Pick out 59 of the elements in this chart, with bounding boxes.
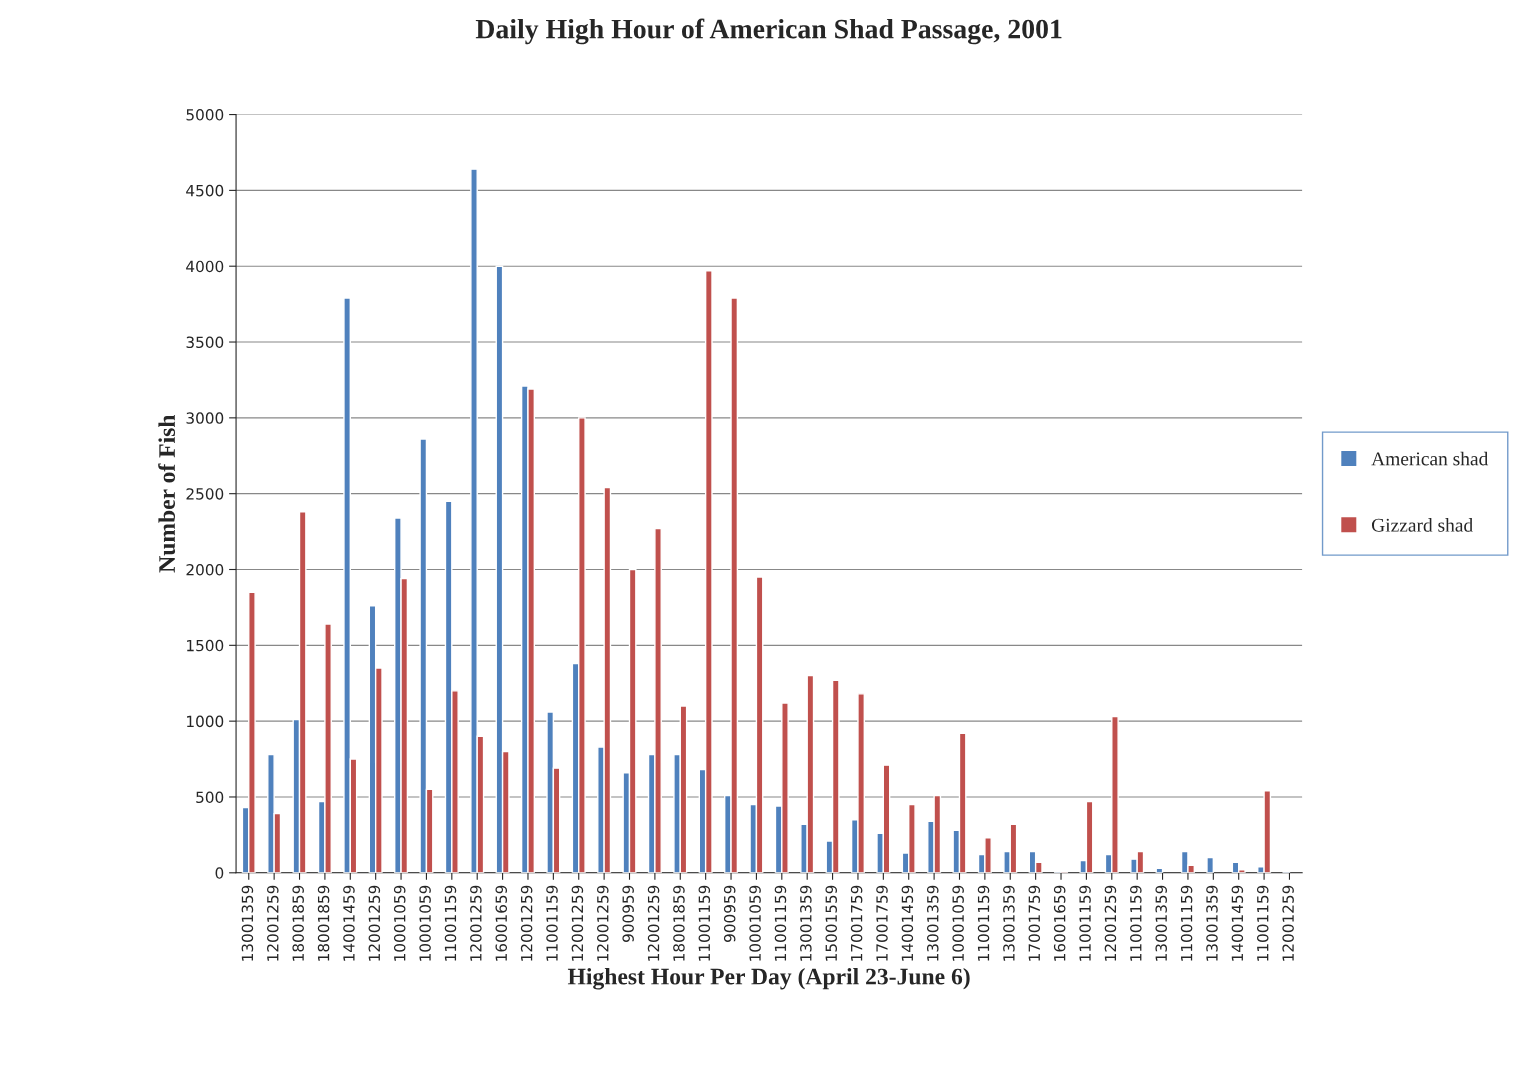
bar bbox=[1206, 856, 1215, 873]
x-axis-title: Highest Hour Per Day (April 23-June 6) bbox=[567, 967, 970, 990]
y-tick-label: 2000 bbox=[186, 563, 224, 576]
y-tick-label: 500 bbox=[196, 791, 224, 803]
x-tick-label: 12001259 bbox=[597, 885, 609, 961]
x-tick-label: 13001359 bbox=[1003, 885, 1015, 961]
x-tick-label: 10001059 bbox=[952, 885, 964, 961]
x-tick-label: 11001159 bbox=[698, 885, 711, 961]
x-tick-label: 900959 bbox=[723, 885, 736, 942]
x-tick-label: 12001259 bbox=[470, 885, 482, 961]
x-tick-label: 10001059 bbox=[749, 885, 761, 961]
x-tick-label: 11001159 bbox=[546, 885, 558, 961]
x-tick-label: 11001159 bbox=[1079, 885, 1091, 961]
x-tick-label: 12001259 bbox=[520, 885, 533, 961]
x-tick-label: 14001459 bbox=[343, 885, 355, 961]
x-tick-label: 15001559 bbox=[825, 885, 838, 961]
y-tick-label: 5000 bbox=[186, 109, 224, 121]
x-tick-label: 11001159 bbox=[977, 885, 990, 961]
y-tick-label: 1000 bbox=[187, 715, 224, 728]
legend-label: Gizzard shad bbox=[1371, 518, 1473, 532]
x-tick-label: 11001159 bbox=[444, 885, 457, 961]
y-tick-label: 3000 bbox=[186, 412, 224, 424]
x-tick-label: 14001459 bbox=[901, 885, 914, 961]
x-tick-label: 11001159 bbox=[1180, 885, 1193, 961]
x-tick-label: 18001859 bbox=[317, 885, 330, 961]
x-tick-label: 11001159 bbox=[774, 885, 787, 961]
legend-label: American shad bbox=[1371, 451, 1489, 466]
x-tick-label: 17001759 bbox=[850, 885, 863, 961]
x-tick-label: 12001259 bbox=[368, 885, 381, 961]
x-tick-label: 10001059 bbox=[419, 885, 431, 961]
x-tick-label: 14001459 bbox=[1231, 885, 1244, 961]
x-tick-label: 13001359 bbox=[241, 885, 254, 961]
x-tick-label: 13001359 bbox=[1206, 885, 1218, 961]
y-tick-label: 4500 bbox=[186, 184, 224, 197]
chart-title: Daily High Hour of American Shad Passage, 2001 bbox=[475, 18, 1062, 45]
y-tick-label: 0 bbox=[215, 867, 224, 879]
x-tick-label: 12001259 bbox=[647, 885, 660, 961]
y-tick-label: 4000 bbox=[186, 260, 224, 273]
y-tick-label: 2500 bbox=[186, 488, 224, 500]
x-tick-label: 13001359 bbox=[926, 885, 939, 961]
x-tick-label: 18001859 bbox=[673, 885, 685, 961]
x-tick-label: 11001159 bbox=[1130, 885, 1142, 961]
y-axis-title: Number of Fish bbox=[158, 414, 176, 573]
x-tick-label: 13001359 bbox=[800, 885, 812, 961]
x-tick-label: 16001659 bbox=[1053, 885, 1066, 961]
x-tick-label: 16001659 bbox=[495, 885, 508, 961]
x-tick-label: 13001359 bbox=[1155, 885, 1167, 961]
x-tick-label: 10001059 bbox=[393, 885, 406, 961]
x-tick-label: 12001259 bbox=[571, 885, 584, 961]
x-tick-label: 17001759 bbox=[876, 885, 888, 961]
y-tick-label: 1500 bbox=[187, 639, 224, 652]
x-tick-label: 12001259 bbox=[1282, 885, 1294, 961]
x-tick-label: 900959 bbox=[622, 885, 634, 942]
x-tick-label: 11001159 bbox=[1256, 885, 1269, 961]
x-tick-label: 18001859 bbox=[292, 885, 304, 961]
y-tick-label: 3500 bbox=[186, 336, 224, 349]
x-tick-label: 12001259 bbox=[1104, 885, 1117, 961]
x-tick-label: 17001759 bbox=[1028, 885, 1041, 961]
x-tick-label: 12001259 bbox=[267, 885, 279, 961]
